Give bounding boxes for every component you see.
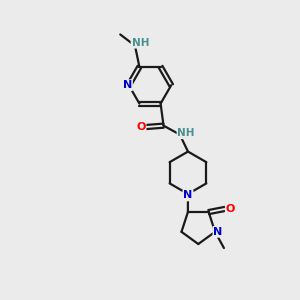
Text: N: N <box>213 227 223 237</box>
Text: NH: NH <box>178 128 195 138</box>
Text: O: O <box>226 203 235 214</box>
Text: N: N <box>183 190 193 200</box>
Text: NH: NH <box>131 38 149 48</box>
Text: N: N <box>123 80 132 90</box>
Text: O: O <box>136 122 146 132</box>
